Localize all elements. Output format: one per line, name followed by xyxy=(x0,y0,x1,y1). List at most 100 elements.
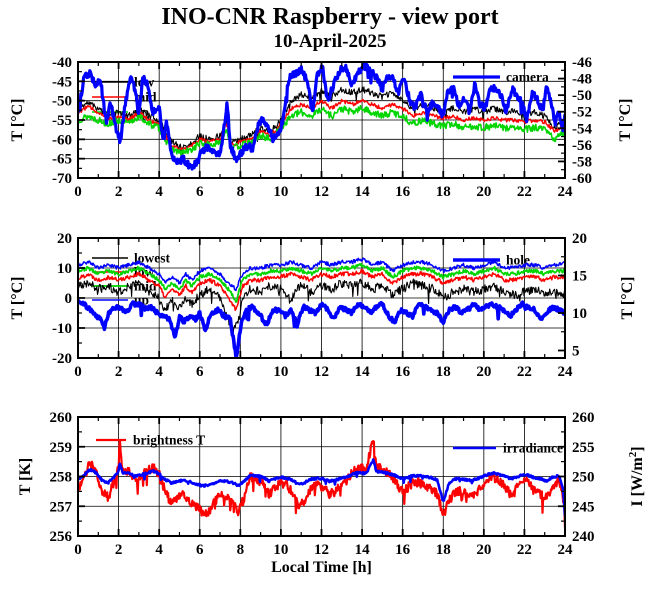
legend-irradiance-label: irradiance xyxy=(503,441,563,456)
panel-top-frame xyxy=(77,61,566,179)
x-tick-label: 6 xyxy=(196,542,204,558)
y-left-tick-label: -10 xyxy=(52,321,72,337)
y-right-tick-label: -46 xyxy=(572,55,592,71)
y-right-tick-label: 255 xyxy=(572,440,595,456)
panel-bottom-frame xyxy=(77,416,566,537)
y-right-tick-label: -58 xyxy=(572,154,592,170)
x-tick-label: 14 xyxy=(355,184,371,200)
x-tick-label: 24 xyxy=(558,364,574,380)
y-left-tick-label: 257 xyxy=(50,499,73,515)
y-right-tick-label: -50 xyxy=(572,88,592,104)
y-right-tick-label: 20 xyxy=(572,231,587,247)
y-left-axis-title: T [°C] xyxy=(9,277,26,320)
panel-middle-frame xyxy=(77,237,566,359)
y-left-tick-label: 10 xyxy=(57,261,72,277)
series-lowest xyxy=(78,278,565,336)
y-right-axis-title: I [W/m2] xyxy=(627,446,646,506)
figure-subtitle: 10-April-2025 xyxy=(273,31,387,52)
y-right-tick-label: 15 xyxy=(572,269,587,285)
x-tick-label: 20 xyxy=(476,184,491,200)
x-tick-label: 0 xyxy=(74,184,82,200)
y-left-tick-label: 260 xyxy=(50,410,73,426)
y-left-tick-label: -60 xyxy=(52,132,72,148)
x-tick-label: 2 xyxy=(115,542,123,558)
x-tick-label: 8 xyxy=(237,364,245,380)
y-left-tick-label: -20 xyxy=(52,351,72,367)
x-tick-label: 16 xyxy=(395,184,411,200)
y-right-tick-label: -52 xyxy=(572,105,592,121)
y-left-tick-label: 20 xyxy=(57,231,72,247)
x-tick-label: 12 xyxy=(314,184,329,200)
x-axis-title: Local Time [h] xyxy=(271,559,372,576)
x-tick-label: 14 xyxy=(355,364,371,380)
legend-lowest-label: lowest xyxy=(134,251,170,266)
x-tick-label: 22 xyxy=(517,542,532,558)
x-tick-label: 16 xyxy=(395,542,411,558)
series-mid xyxy=(78,262,565,303)
x-tick-label: 2 xyxy=(115,184,123,200)
y-right-tick-label: -60 xyxy=(572,171,592,187)
x-tick-label: 4 xyxy=(155,364,163,380)
figure-title: INO-CNR Raspberry - view port xyxy=(161,4,499,30)
y-left-tick-label: -65 xyxy=(52,152,72,168)
x-tick-label: 20 xyxy=(476,542,491,558)
y-right-tick-label: -48 xyxy=(572,72,592,88)
y-right-tick-label: 245 xyxy=(572,499,595,515)
x-tick-label: 24 xyxy=(558,542,574,558)
y-left-tick-label: 256 xyxy=(50,529,73,545)
y-right-tick-label: -54 xyxy=(572,121,592,137)
x-tick-label: 0 xyxy=(74,364,82,380)
x-tick-label: 4 xyxy=(155,542,163,558)
series-low xyxy=(78,268,565,312)
x-tick-label: 22 xyxy=(517,184,532,200)
y-left-tick-label: -55 xyxy=(52,113,72,129)
y-right-axis-title: T [°C] xyxy=(617,99,634,142)
panel-middle-series xyxy=(78,257,565,358)
series-irradiance xyxy=(78,458,565,517)
y-left-tick-label: 259 xyxy=(50,440,73,456)
y-left-tick-label: 258 xyxy=(50,470,73,486)
x-tick-label: 2 xyxy=(115,364,123,380)
x-tick-label: 10 xyxy=(273,542,288,558)
x-tick-label: 22 xyxy=(517,364,532,380)
series-up xyxy=(78,257,565,292)
x-tick-label: 20 xyxy=(476,364,491,380)
y-right-tick-label: 240 xyxy=(572,529,595,545)
x-tick-label: 10 xyxy=(273,364,288,380)
y-left-tick-label: -70 xyxy=(52,171,72,187)
y-left-tick-label: -50 xyxy=(52,94,72,110)
panel-top-tick-labels: 0 2 4 6 8 10 12 14 16 18 20 22 24-40-45-50-55-60-65-… xyxy=(52,55,592,200)
y-left-tick-label: 0 xyxy=(65,291,73,307)
panel-bottom-tick-labels: 0 2 4 6 8 10 12 14 16 18 20 22 242602592582572562602… xyxy=(50,410,595,558)
panel-bottom-series xyxy=(78,440,565,528)
y-right-tick-label: 10 xyxy=(572,306,587,322)
series-mid xyxy=(78,98,565,152)
x-tick-label: 18 xyxy=(436,364,451,380)
y-left-tick-label: -40 xyxy=(52,55,72,71)
x-tick-label: 0 xyxy=(74,542,82,558)
y-left-axis-title: T [°C] xyxy=(9,99,26,142)
x-tick-label: 8 xyxy=(237,184,245,200)
y-right-axis-title: T [°C] xyxy=(619,277,636,320)
y-left-axis-title: T [K] xyxy=(17,458,34,495)
legend-hole-label: hole xyxy=(506,253,530,268)
x-tick-label: 8 xyxy=(237,542,245,558)
x-tick-label: 4 xyxy=(155,184,163,200)
x-tick-label: 6 xyxy=(196,364,204,380)
x-tick-label: 12 xyxy=(314,542,329,558)
x-tick-label: 10 xyxy=(273,184,288,200)
x-tick-label: 18 xyxy=(436,542,451,558)
y-right-tick-label: 5 xyxy=(572,344,580,360)
panel-bottom-ticks xyxy=(77,416,566,537)
legend-camera-label: camera xyxy=(506,70,549,85)
series-up xyxy=(78,105,565,156)
x-tick-label: 18 xyxy=(436,184,451,200)
x-tick-label: 12 xyxy=(314,364,329,380)
x-tick-label: 6 xyxy=(196,184,204,200)
y-left-tick-label: -45 xyxy=(52,74,72,90)
